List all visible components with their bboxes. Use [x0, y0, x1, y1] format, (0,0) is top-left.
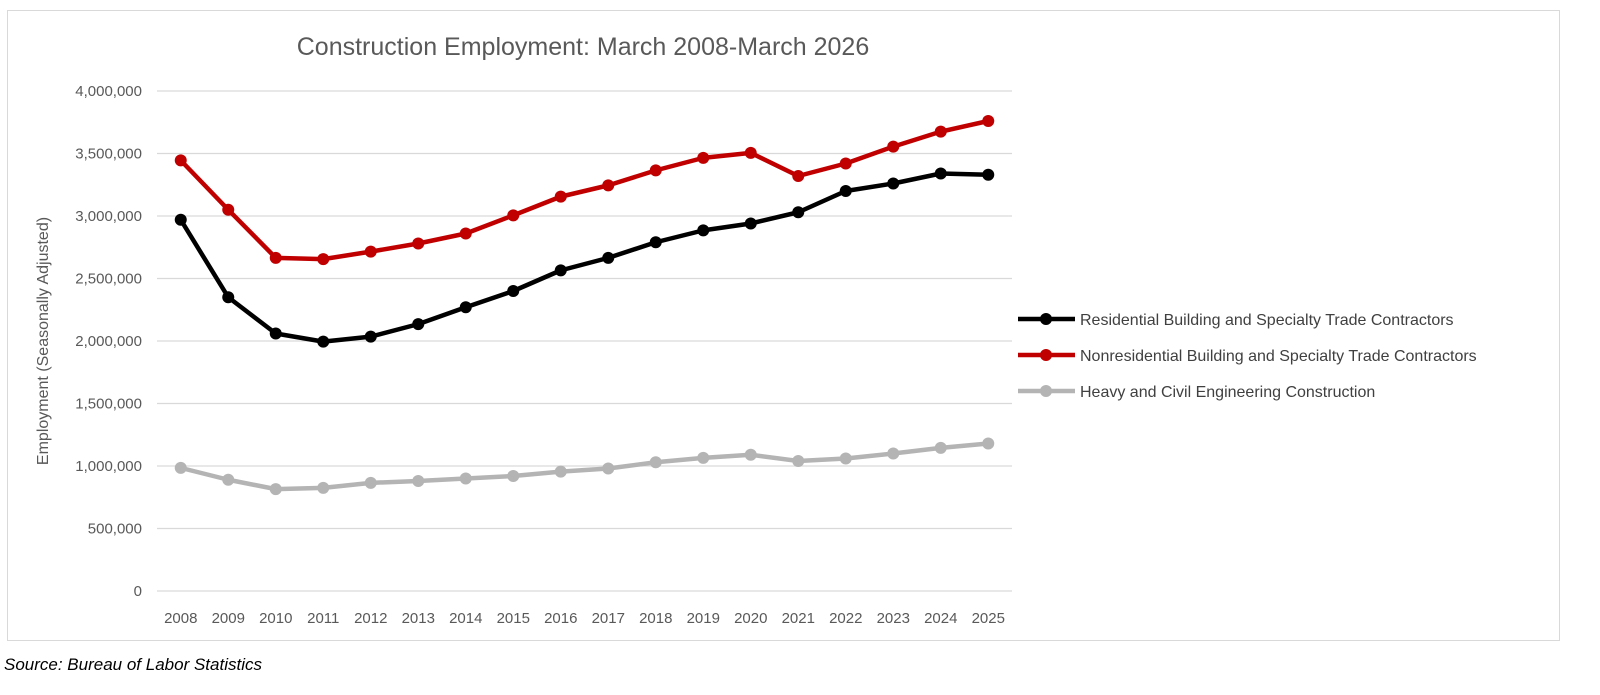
data-point [459, 301, 472, 314]
data-point [697, 451, 710, 464]
x-tick-label: 2010 [259, 610, 292, 627]
data-point [364, 330, 377, 343]
data-point [459, 472, 472, 485]
data-point [174, 213, 187, 226]
y-tick-label: 2,500,000 [75, 271, 142, 288]
data-point [269, 251, 282, 264]
y-tick-label: 500,000 [88, 521, 142, 538]
data-point [222, 291, 235, 304]
series-line-2 [180, 441, 989, 492]
y-tick-label: 2,000,000 [75, 333, 142, 350]
data-point [839, 452, 852, 465]
data-point [839, 185, 852, 197]
legend-marker [1040, 385, 1052, 397]
series-line-1 [179, 118, 989, 262]
data-point [792, 170, 805, 182]
data-point [317, 481, 330, 494]
data-point [364, 245, 377, 258]
data-point [982, 437, 995, 450]
data-point [412, 237, 425, 250]
data-point [697, 224, 710, 237]
chart-title: Construction Employment: March 2008-Marc… [296, 33, 870, 61]
data-point [839, 157, 852, 170]
data-point [507, 470, 520, 482]
data-point [887, 447, 900, 460]
data-point [602, 179, 615, 192]
y-axis-label: Employment (Seasonally Adjusted) [35, 217, 52, 465]
data-point [744, 146, 757, 159]
data-point [602, 251, 615, 264]
y-tick-label: 0 [134, 583, 142, 600]
x-tick-label: 2012 [354, 610, 387, 627]
source-note: Source: Bureau of Labor Statistics [4, 655, 262, 674]
data-point [887, 177, 900, 190]
data-point [744, 448, 757, 461]
y-tick-label: 4,000,000 [75, 83, 142, 100]
y-tick-label: 1,500,000 [75, 396, 142, 413]
data-point [269, 483, 282, 496]
x-tick-label: 2021 [782, 610, 815, 627]
x-tick-label: 2018 [639, 610, 672, 627]
data-point [412, 475, 425, 487]
x-tick-label: 2017 [592, 610, 625, 627]
data-point [459, 227, 472, 240]
data-point [649, 236, 662, 249]
data-point [507, 285, 520, 297]
data-point [364, 476, 377, 489]
legend-label: Nonresidential Building and Specialty Tr… [1080, 348, 1477, 365]
data-point [554, 465, 567, 478]
legend-marker [1040, 313, 1052, 325]
data-point [792, 206, 805, 219]
x-tick-label: 2013 [402, 610, 435, 627]
x-tick-label: 2009 [212, 610, 245, 627]
data-point [649, 164, 662, 177]
data-point [744, 217, 757, 230]
x-tick-label: 2016 [544, 610, 577, 627]
x-tick-label: 2023 [877, 610, 910, 627]
data-point [222, 203, 235, 216]
data-point [554, 264, 567, 277]
data-point [554, 190, 567, 203]
data-point [317, 253, 330, 266]
data-point [317, 335, 330, 348]
data-point [222, 473, 235, 486]
x-tick-label: 2025 [972, 610, 1005, 627]
x-tick-label: 2020 [734, 610, 767, 627]
series-line-0 [178, 171, 989, 344]
data-point [412, 318, 425, 331]
legend-label: Residential Building and Specialty Trade… [1080, 312, 1454, 329]
data-point [982, 168, 995, 181]
data-point [934, 167, 947, 180]
data-point [649, 456, 662, 469]
legend-marker [1040, 349, 1052, 361]
data-point [602, 462, 615, 475]
data-point [507, 209, 520, 222]
data-point [934, 125, 947, 138]
x-tick-label: 2022 [829, 610, 862, 627]
y-tick-label: 3,000,000 [75, 208, 142, 225]
data-point [174, 154, 187, 167]
x-tick-label: 2024 [924, 610, 957, 627]
x-tick-label: 2014 [449, 610, 482, 627]
data-point [269, 327, 282, 340]
data-point [982, 115, 995, 127]
x-tick-label: 2015 [497, 610, 530, 627]
y-tick-label: 3,500,000 [75, 146, 142, 163]
x-tick-label: 2011 [307, 610, 339, 627]
data-point [934, 441, 947, 454]
data-point [887, 140, 900, 153]
x-tick-label: 2008 [164, 610, 197, 627]
data-point [697, 151, 710, 164]
data-point [174, 461, 187, 474]
x-tick-label: 2019 [687, 610, 720, 627]
data-point [792, 455, 805, 467]
chart-frame [7, 10, 1560, 641]
legend-label: Heavy and Civil Engineering Construction [1080, 384, 1375, 401]
y-tick-label: 1,000,000 [75, 458, 142, 475]
